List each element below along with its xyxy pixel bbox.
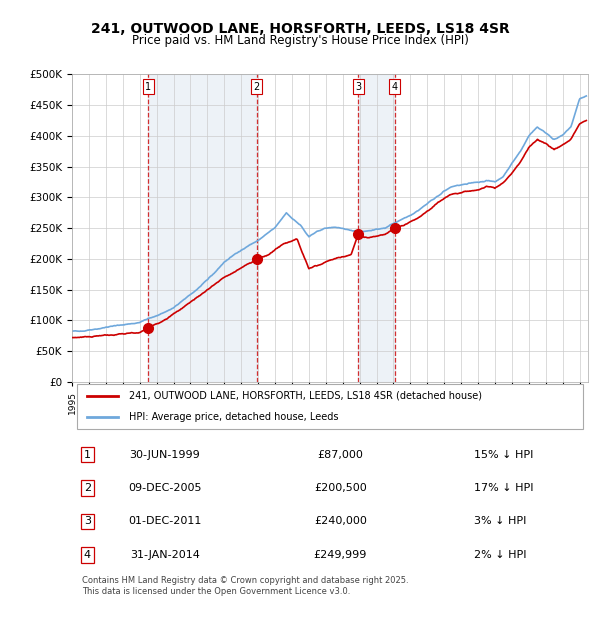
Text: 15% ↓ HPI: 15% ↓ HPI [475,450,534,459]
Text: 30-JUN-1999: 30-JUN-1999 [130,450,200,459]
Text: 241, OUTWOOD LANE, HORSFORTH, LEEDS, LS18 4SR: 241, OUTWOOD LANE, HORSFORTH, LEEDS, LS1… [91,22,509,36]
Text: 09-DEC-2005: 09-DEC-2005 [128,483,202,493]
Text: £200,500: £200,500 [314,483,367,493]
Bar [358,74,395,382]
Text: £87,000: £87,000 [317,450,363,459]
Text: HPI: Average price, detached house, Leeds: HPI: Average price, detached house, Leed… [129,412,338,422]
Text: Contains HM Land Registry data © Crown copyright and database right 2025.
This d: Contains HM Land Registry data © Crown c… [82,577,409,596]
Text: 2: 2 [254,82,260,92]
Text: 3: 3 [84,516,91,526]
Text: 01-DEC-2011: 01-DEC-2011 [128,516,202,526]
Text: £240,000: £240,000 [314,516,367,526]
Text: Price paid vs. HM Land Registry's House Price Index (HPI): Price paid vs. HM Land Registry's House … [131,34,469,47]
Text: 17% ↓ HPI: 17% ↓ HPI [475,483,534,493]
Text: 4: 4 [84,550,91,560]
Text: 3% ↓ HPI: 3% ↓ HPI [475,516,527,526]
Text: 241, OUTWOOD LANE, HORSFORTH, LEEDS, LS18 4SR (detached house): 241, OUTWOOD LANE, HORSFORTH, LEEDS, LS1… [129,391,482,401]
Text: 31-JAN-2014: 31-JAN-2014 [130,550,200,560]
Text: 4: 4 [392,82,398,92]
FancyBboxPatch shape [77,384,583,429]
Bar [148,74,257,382]
Text: 1: 1 [84,450,91,459]
Text: £249,999: £249,999 [314,550,367,560]
Text: 3: 3 [355,82,361,92]
Text: 1: 1 [145,82,151,92]
Text: 2: 2 [84,483,91,493]
Text: 2% ↓ HPI: 2% ↓ HPI [475,550,527,560]
